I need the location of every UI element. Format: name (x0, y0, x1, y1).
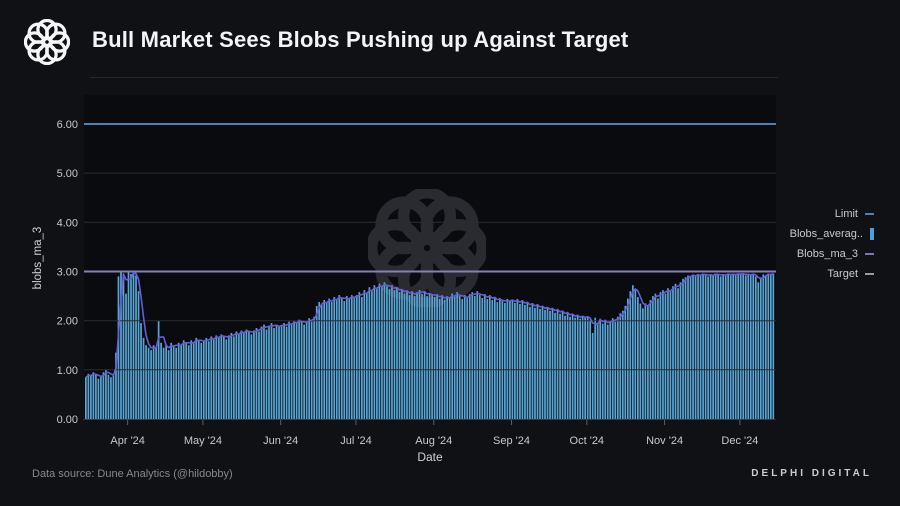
brand-wordmark: DELPHI DIGITAL (751, 468, 872, 479)
svg-text:3.00: 3.00 (57, 266, 78, 278)
legend-item-limit[interactable]: Limit (790, 204, 874, 224)
legend-item-blobs-ma-3[interactable]: Blobs_ma_3 (790, 244, 874, 264)
svg-text:6.00: 6.00 (57, 119, 78, 131)
svg-text:Apr '24: Apr '24 (110, 435, 145, 447)
svg-text:Nov '24: Nov '24 (646, 435, 683, 447)
data-source-credit: Data source: Dune Analytics (@hildobby) (32, 468, 233, 480)
blobs-average-bars (85, 271, 775, 419)
svg-text:5.00: 5.00 (57, 168, 78, 180)
legend-label: Target (827, 268, 858, 280)
svg-text:Aug '24: Aug '24 (415, 435, 452, 447)
svg-text:Oct '24: Oct '24 (570, 435, 605, 447)
svg-text:May '24: May '24 (184, 435, 222, 447)
page-title: Bull Market Sees Blobs Pushing up Agains… (92, 27, 629, 52)
svg-text:Jul '24: Jul '24 (340, 435, 371, 447)
chart-legend: Limit Blobs_averag.. Blobs_ma_3 Target (790, 204, 874, 284)
legend-label: Blobs_ma_3 (796, 248, 858, 260)
svg-text:2.00: 2.00 (57, 316, 78, 328)
legend-line-marker-icon (865, 213, 874, 215)
legend-line-marker-icon (865, 253, 874, 255)
legend-item-blobs-averag[interactable]: Blobs_averag.. (790, 224, 874, 244)
legend-item-target[interactable]: Target (790, 264, 874, 284)
svg-text:0.00: 0.00 (57, 414, 78, 426)
x-axis-ticks: Apr '24 May '24 Jun '24 Jul '24 Aug '24 Sep '… (110, 420, 758, 447)
legend-label: Blobs_averag.. (789, 228, 863, 240)
legend-line-marker-icon (865, 273, 874, 275)
svg-text:4.00: 4.00 (57, 217, 78, 229)
header-divider (90, 77, 778, 78)
svg-text:Sep '24: Sep '24 (493, 435, 530, 447)
delphi-logo-knot-icon (24, 19, 70, 65)
y-axis-title: blobs_ma_3 (32, 226, 44, 290)
svg-text:1.00: 1.00 (57, 365, 78, 377)
legend-bar-marker-icon (870, 228, 874, 240)
legend-label: Limit (834, 208, 858, 220)
svg-text:Jun '24: Jun '24 (263, 435, 298, 447)
y-axis-ticks: 0.00 1.00 2.00 3.00 4.00 5.00 6.00 (57, 119, 78, 426)
x-axis-title: Date (417, 450, 443, 464)
blobs-ma-3-line (85, 271, 774, 378)
svg-text:Dec '24: Dec '24 (721, 435, 758, 447)
